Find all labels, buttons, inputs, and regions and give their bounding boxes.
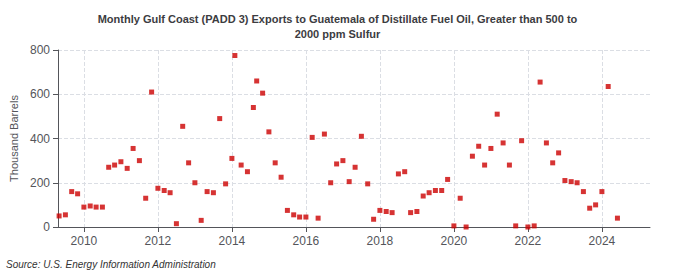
svg-text:Source: U.S. Energy Informatio: Source: U.S. Energy Information Administ… bbox=[6, 259, 216, 270]
svg-text:2024: 2024 bbox=[589, 234, 616, 248]
svg-text:2016: 2016 bbox=[293, 234, 320, 248]
svg-text:0: 0 bbox=[43, 220, 50, 234]
svg-text:2014: 2014 bbox=[219, 234, 246, 248]
svg-text:2018: 2018 bbox=[367, 234, 394, 248]
svg-text:200: 200 bbox=[30, 176, 50, 190]
svg-text:2012: 2012 bbox=[145, 234, 172, 248]
svg-text:Monthly Gulf Coast (PADD 3) Ex: Monthly Gulf Coast (PADD 3) Exports to G… bbox=[98, 13, 578, 25]
svg-text:800: 800 bbox=[30, 43, 50, 57]
svg-text:400: 400 bbox=[30, 132, 50, 146]
svg-text:2010: 2010 bbox=[71, 234, 98, 248]
svg-text:2000 ppm Sulfur: 2000 ppm Sulfur bbox=[295, 28, 381, 40]
svg-text:2020: 2020 bbox=[441, 234, 468, 248]
svg-text:Thousand Barrels: Thousand Barrels bbox=[8, 95, 20, 182]
svg-text:600: 600 bbox=[30, 87, 50, 101]
svg-text:2022: 2022 bbox=[515, 234, 542, 248]
